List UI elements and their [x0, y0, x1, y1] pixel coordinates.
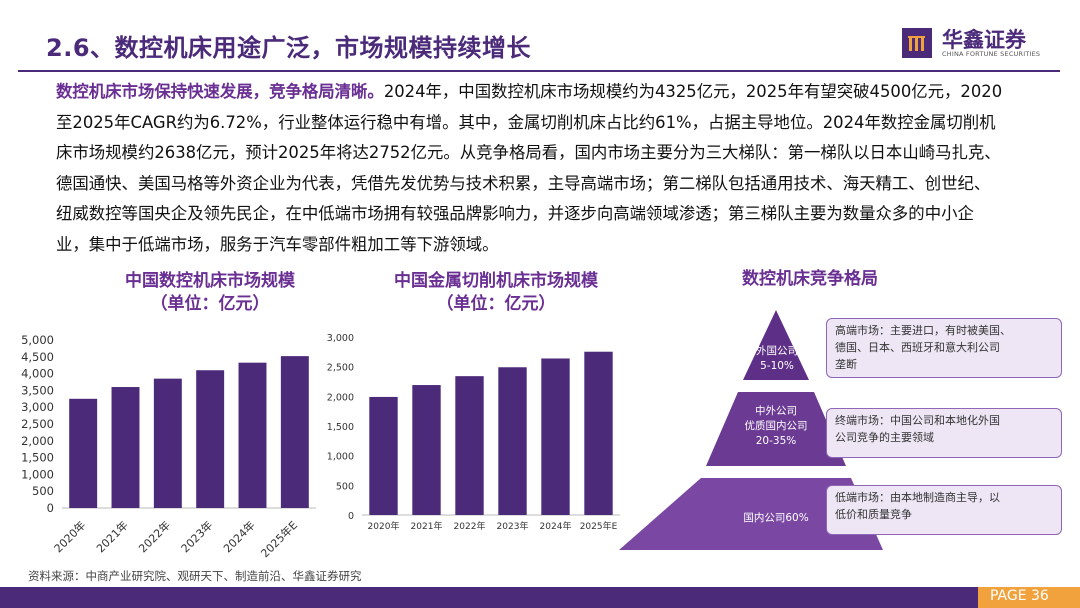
footer-disclaimer: 请阅读最后一页重要免责声明 — [768, 4, 950, 20]
y-tick-label: 500 — [32, 484, 54, 498]
x-tick-label: 2025年E — [258, 518, 300, 560]
tier1-desc-line2: 德国、日本、西班牙和意大利公司 — [835, 341, 1000, 354]
y-tick-label: 1,500 — [21, 451, 54, 465]
bar-2024年 — [541, 358, 570, 515]
x-tick-label: 2021年 — [93, 518, 130, 555]
tier3-description: 低端市场：由本地制造商主导，以 低价和质量竞争 — [826, 485, 1062, 535]
pyramid-title: 数控机床竞争格局 — [742, 269, 878, 289]
x-tick-label: 2022年 — [136, 518, 173, 555]
y-tick-label: 500 — [336, 481, 354, 492]
y-tick-label: 4,500 — [21, 350, 54, 364]
y-tick-label: 2,000 — [21, 434, 54, 448]
tier1-label-line2: 5-10% — [760, 360, 794, 372]
tier2-label-line2: 优质国内公司 — [744, 420, 808, 432]
tier2-label-line3: 20-35% — [755, 435, 797, 447]
bar-2025年E — [584, 351, 613, 515]
bar-2023年 — [498, 367, 527, 515]
chart1-title: 中国数控机床市场规模 — [125, 271, 295, 291]
bar-2023年 — [196, 370, 225, 508]
y-tick-label: 3,000 — [327, 333, 354, 344]
bar-2021年 — [412, 385, 441, 515]
tier2-desc-line2: 公司竞争的主要领域 — [835, 431, 934, 444]
tier1-description: 高端市场：主要进口，有时被美国、 德国、日本、西班牙和意大利公司 垄断 — [826, 318, 1062, 378]
y-tick-label: 2,500 — [327, 363, 354, 374]
market-size-bar-chart: 0 500 1,000 1,500 2,000 2,500 3,000 3,500 4,000 4… — [21, 333, 316, 560]
tier3-desc-line1: 低端市场：由本地制造商主导，以 — [835, 491, 1000, 504]
tier3-label-line1: 国内公司60% — [743, 512, 809, 524]
pyramid-tier-top — [743, 310, 809, 380]
chart2-title: 中国金属切削机床市场规模 — [394, 271, 598, 291]
competition-pyramid — [619, 310, 883, 550]
x-tick-label: 2022年 — [454, 520, 486, 532]
summary-highlight: 数控机床市场保持快速发展，竞争格局清晰。 — [56, 82, 384, 101]
bar-2024年 — [238, 362, 267, 508]
x-tick-label: 2024年 — [220, 518, 257, 555]
tier2-label-line1: 中外公司 — [755, 405, 797, 417]
y-tick-label: 2,500 — [21, 417, 54, 431]
bar-2020年 — [369, 396, 398, 515]
y-tick-label: 5,000 — [21, 333, 54, 347]
tier2-desc-line1: 终端市场：中国公司和本地化外国 — [835, 414, 1000, 427]
y-tick-label: 1,500 — [327, 422, 354, 433]
y-tick-label: 3,500 — [21, 383, 54, 397]
page-number: PAGE 36 — [990, 588, 1049, 604]
x-tick-label: 2023年 — [178, 518, 215, 555]
tier1-label: 外国公司 5-10% — [727, 344, 827, 374]
tier1-label-line1: 外国公司 — [756, 345, 798, 357]
y-tick-label: 0 — [47, 501, 54, 515]
tier3-label: 国内公司60% — [716, 511, 836, 526]
y-tick-label: 1,000 — [21, 467, 54, 481]
chart2-title-block: 中国金属切削机床市场规模 （单位：亿元） — [366, 270, 626, 316]
logo-mark-icon — [902, 28, 932, 58]
source-note: 资料来源：中商产业研究院、观研天下、制造前沿、华鑫证券研究 — [28, 569, 362, 583]
y-tick-label: 0 — [348, 511, 354, 522]
logo-english-name: CHINA FORTUNE SECURITIES — [942, 50, 1041, 58]
x-tick-label: 2025年E — [580, 520, 618, 532]
summary-text: 2024年，中国数控机床市场规模约为4325亿元，2025年有望突破4500亿元… — [56, 82, 1003, 254]
y-tick-label: 1,000 — [327, 452, 354, 463]
x-tick-label: 2023年 — [497, 520, 529, 532]
tier2-label: 中外公司 优质国内公司 20-35% — [716, 404, 836, 449]
tier1-desc-line3: 垄断 — [835, 358, 857, 371]
page-title: 2.6、数控机床用途广泛，市场规模持续增长 — [46, 34, 532, 62]
y-tick-label: 4,000 — [21, 367, 54, 381]
page-number-badge — [978, 587, 1080, 608]
brand-logo: 华鑫证券 CHINA FORTUNE SECURITIES — [902, 24, 1060, 62]
summary-paragraph: 数控机床市场保持快速发展，竞争格局清晰。2024年，中国数控机床市场规模约为43… — [56, 77, 1004, 260]
tier3-desc-line2: 低价和质量竞争 — [835, 508, 912, 521]
tier1-desc-line1: 高端市场：主要进口，有时被美国、 — [835, 324, 1011, 337]
y-tick-label: 3,000 — [21, 400, 54, 414]
title-divider — [18, 70, 1060, 72]
x-tick-label: 2024年 — [540, 520, 572, 532]
bar-2022年 — [455, 376, 484, 515]
x-tick-label: 2021年 — [411, 520, 443, 532]
metal-cutting-bar-chart: 0 500 1,000 1,500 2,000 2,500 3,000 2020年 2021年 2… — [327, 333, 620, 532]
y-tick-label: 2,000 — [327, 392, 354, 403]
chart1-subtitle: （单位：亿元） — [150, 294, 270, 314]
bar-2020年 — [69, 398, 98, 508]
x-tick-label: 2020年 — [368, 520, 400, 532]
footer-bar — [0, 587, 1080, 608]
tier2-description: 终端市场：中国公司和本地化外国 公司竞争的主要领域 — [826, 408, 1062, 458]
bar-2025年E — [280, 356, 309, 508]
logo-chinese-name: 华鑫证券 — [942, 28, 1026, 52]
chart1-title-block: 中国数控机床市场规模 （单位：亿元） — [60, 270, 360, 316]
chart2-subtitle: （单位：亿元） — [436, 294, 556, 314]
bar-2021年 — [111, 387, 140, 508]
footer-slogan: 诚信、专业、稳健、高效 — [10, 4, 164, 20]
pyramid-tier-middle — [706, 392, 846, 466]
pyramid-tier-bottom — [619, 478, 883, 550]
bar-2022年 — [153, 378, 182, 508]
x-tick-label: 2020年 — [51, 518, 88, 555]
